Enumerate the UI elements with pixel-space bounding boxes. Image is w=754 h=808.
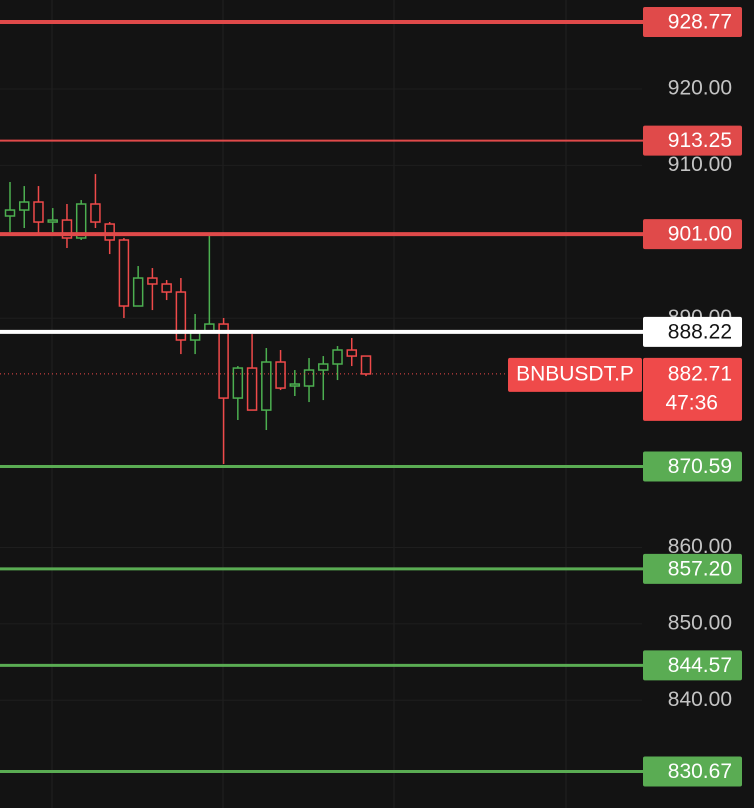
last-price-label: 882.71 xyxy=(668,362,732,385)
level-label: 928.77 xyxy=(668,11,732,34)
price-levels xyxy=(0,20,643,774)
candles xyxy=(4,174,372,465)
level-label-box xyxy=(643,756,742,787)
candle-body xyxy=(4,209,16,217)
candle-body xyxy=(132,277,144,307)
candle-body xyxy=(246,367,258,411)
level-label: 901.00 xyxy=(668,223,732,246)
level-label-box xyxy=(643,219,742,250)
candle-body xyxy=(261,361,272,411)
level-label: 870.59 xyxy=(668,455,732,478)
candle-body xyxy=(218,323,229,399)
candle-body xyxy=(318,363,329,371)
candle-body xyxy=(275,361,286,389)
candle-body xyxy=(18,201,30,211)
candle-body xyxy=(118,239,130,307)
y-tick-label: 860.00 xyxy=(668,535,732,558)
level-label: 857.20 xyxy=(668,557,732,580)
candle-body xyxy=(303,369,315,387)
candle-body xyxy=(232,367,244,399)
candle-body xyxy=(75,203,87,239)
symbol-box xyxy=(508,357,642,392)
level-label-box xyxy=(643,316,742,347)
candle-body xyxy=(104,223,115,241)
countdown-label: 47:36 xyxy=(665,391,718,414)
level-label: 888.22 xyxy=(668,320,732,343)
candle-body xyxy=(175,291,187,341)
price-grid xyxy=(0,88,642,701)
level-label: 830.67 xyxy=(668,760,732,783)
level-label-box xyxy=(643,125,742,156)
candle-body xyxy=(90,203,101,223)
last-price-box xyxy=(643,357,742,421)
candle-body xyxy=(61,219,73,239)
candle-body xyxy=(360,355,372,375)
level-label-box xyxy=(643,553,742,584)
level-label-box xyxy=(643,650,742,681)
symbol-label: BNBUSDT.P xyxy=(516,362,634,385)
y-tick-label: 920.00 xyxy=(668,77,732,100)
candle-body xyxy=(147,277,158,285)
candle-body xyxy=(161,283,172,293)
level-label: 844.57 xyxy=(668,654,732,677)
level-label-box xyxy=(643,451,742,482)
candle-body xyxy=(346,349,358,357)
candle-body xyxy=(33,201,44,223)
candle-body xyxy=(47,219,58,223)
level-label-box xyxy=(643,7,742,38)
time-grid xyxy=(51,0,567,808)
y-tick-label: 910.00 xyxy=(668,153,732,176)
y-tick-label: 840.00 xyxy=(668,688,732,711)
candle-body xyxy=(332,349,343,365)
y-tick-label: 850.00 xyxy=(668,611,732,634)
level-label: 913.25 xyxy=(668,129,732,152)
candle-body xyxy=(289,383,301,387)
